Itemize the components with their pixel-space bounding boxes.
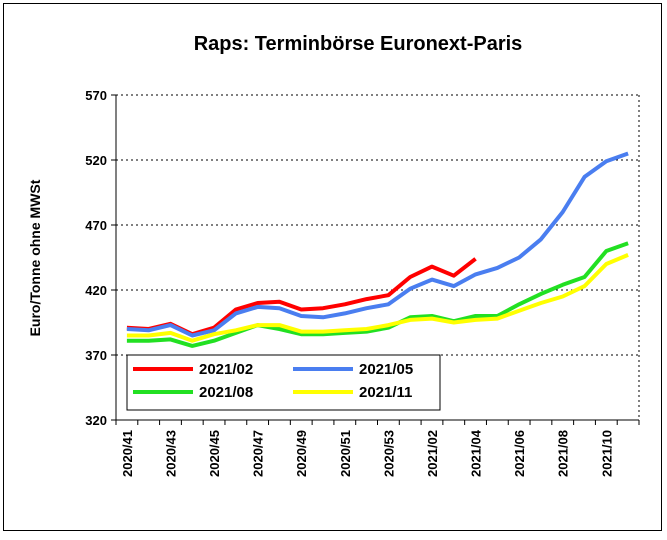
y-tick-label: 320 <box>85 413 107 428</box>
x-tick-label: 2021/08 <box>556 430 571 477</box>
x-tick-label: 2020/51 <box>338 430 353 477</box>
line-series <box>126 253 629 343</box>
line-series <box>126 257 477 337</box>
legend-label: 2021/11 <box>359 384 412 401</box>
x-tick-label: 2020/45 <box>207 430 222 477</box>
x-tick-label: 2021/10 <box>599 430 614 477</box>
y-tick-label: 370 <box>85 348 107 363</box>
y-tick-label: 520 <box>85 153 107 168</box>
legend-box <box>126 354 441 411</box>
legend-label: 2021/02 <box>199 361 253 378</box>
x-tick-label: 2020/49 <box>294 430 309 477</box>
x-tick-label: 2020/41 <box>120 430 135 477</box>
legend-label: 2021/08 <box>199 384 253 401</box>
y-tick-label: 420 <box>85 283 107 298</box>
x-tick-label: 2020/53 <box>381 430 396 477</box>
y-tick-label: 570 <box>85 88 107 103</box>
x-tick-label: 2021/06 <box>512 430 527 477</box>
legend-label: 2021/05 <box>359 361 413 378</box>
y-tick-label: 470 <box>85 218 107 233</box>
page-border <box>3 3 662 531</box>
x-tick-label: 2020/43 <box>163 430 178 477</box>
line-series <box>126 151 629 338</box>
chart-title: Raps: Terminbörse Euronext-Paris <box>194 33 523 55</box>
x-tick-label: 2021/02 <box>425 430 440 477</box>
y-axis-label: Euro/Tonne ohne MWSt <box>27 179 43 336</box>
x-tick-label: 2020/47 <box>251 430 266 477</box>
line-series <box>126 241 629 348</box>
x-tick-label: 2021/04 <box>469 429 484 477</box>
